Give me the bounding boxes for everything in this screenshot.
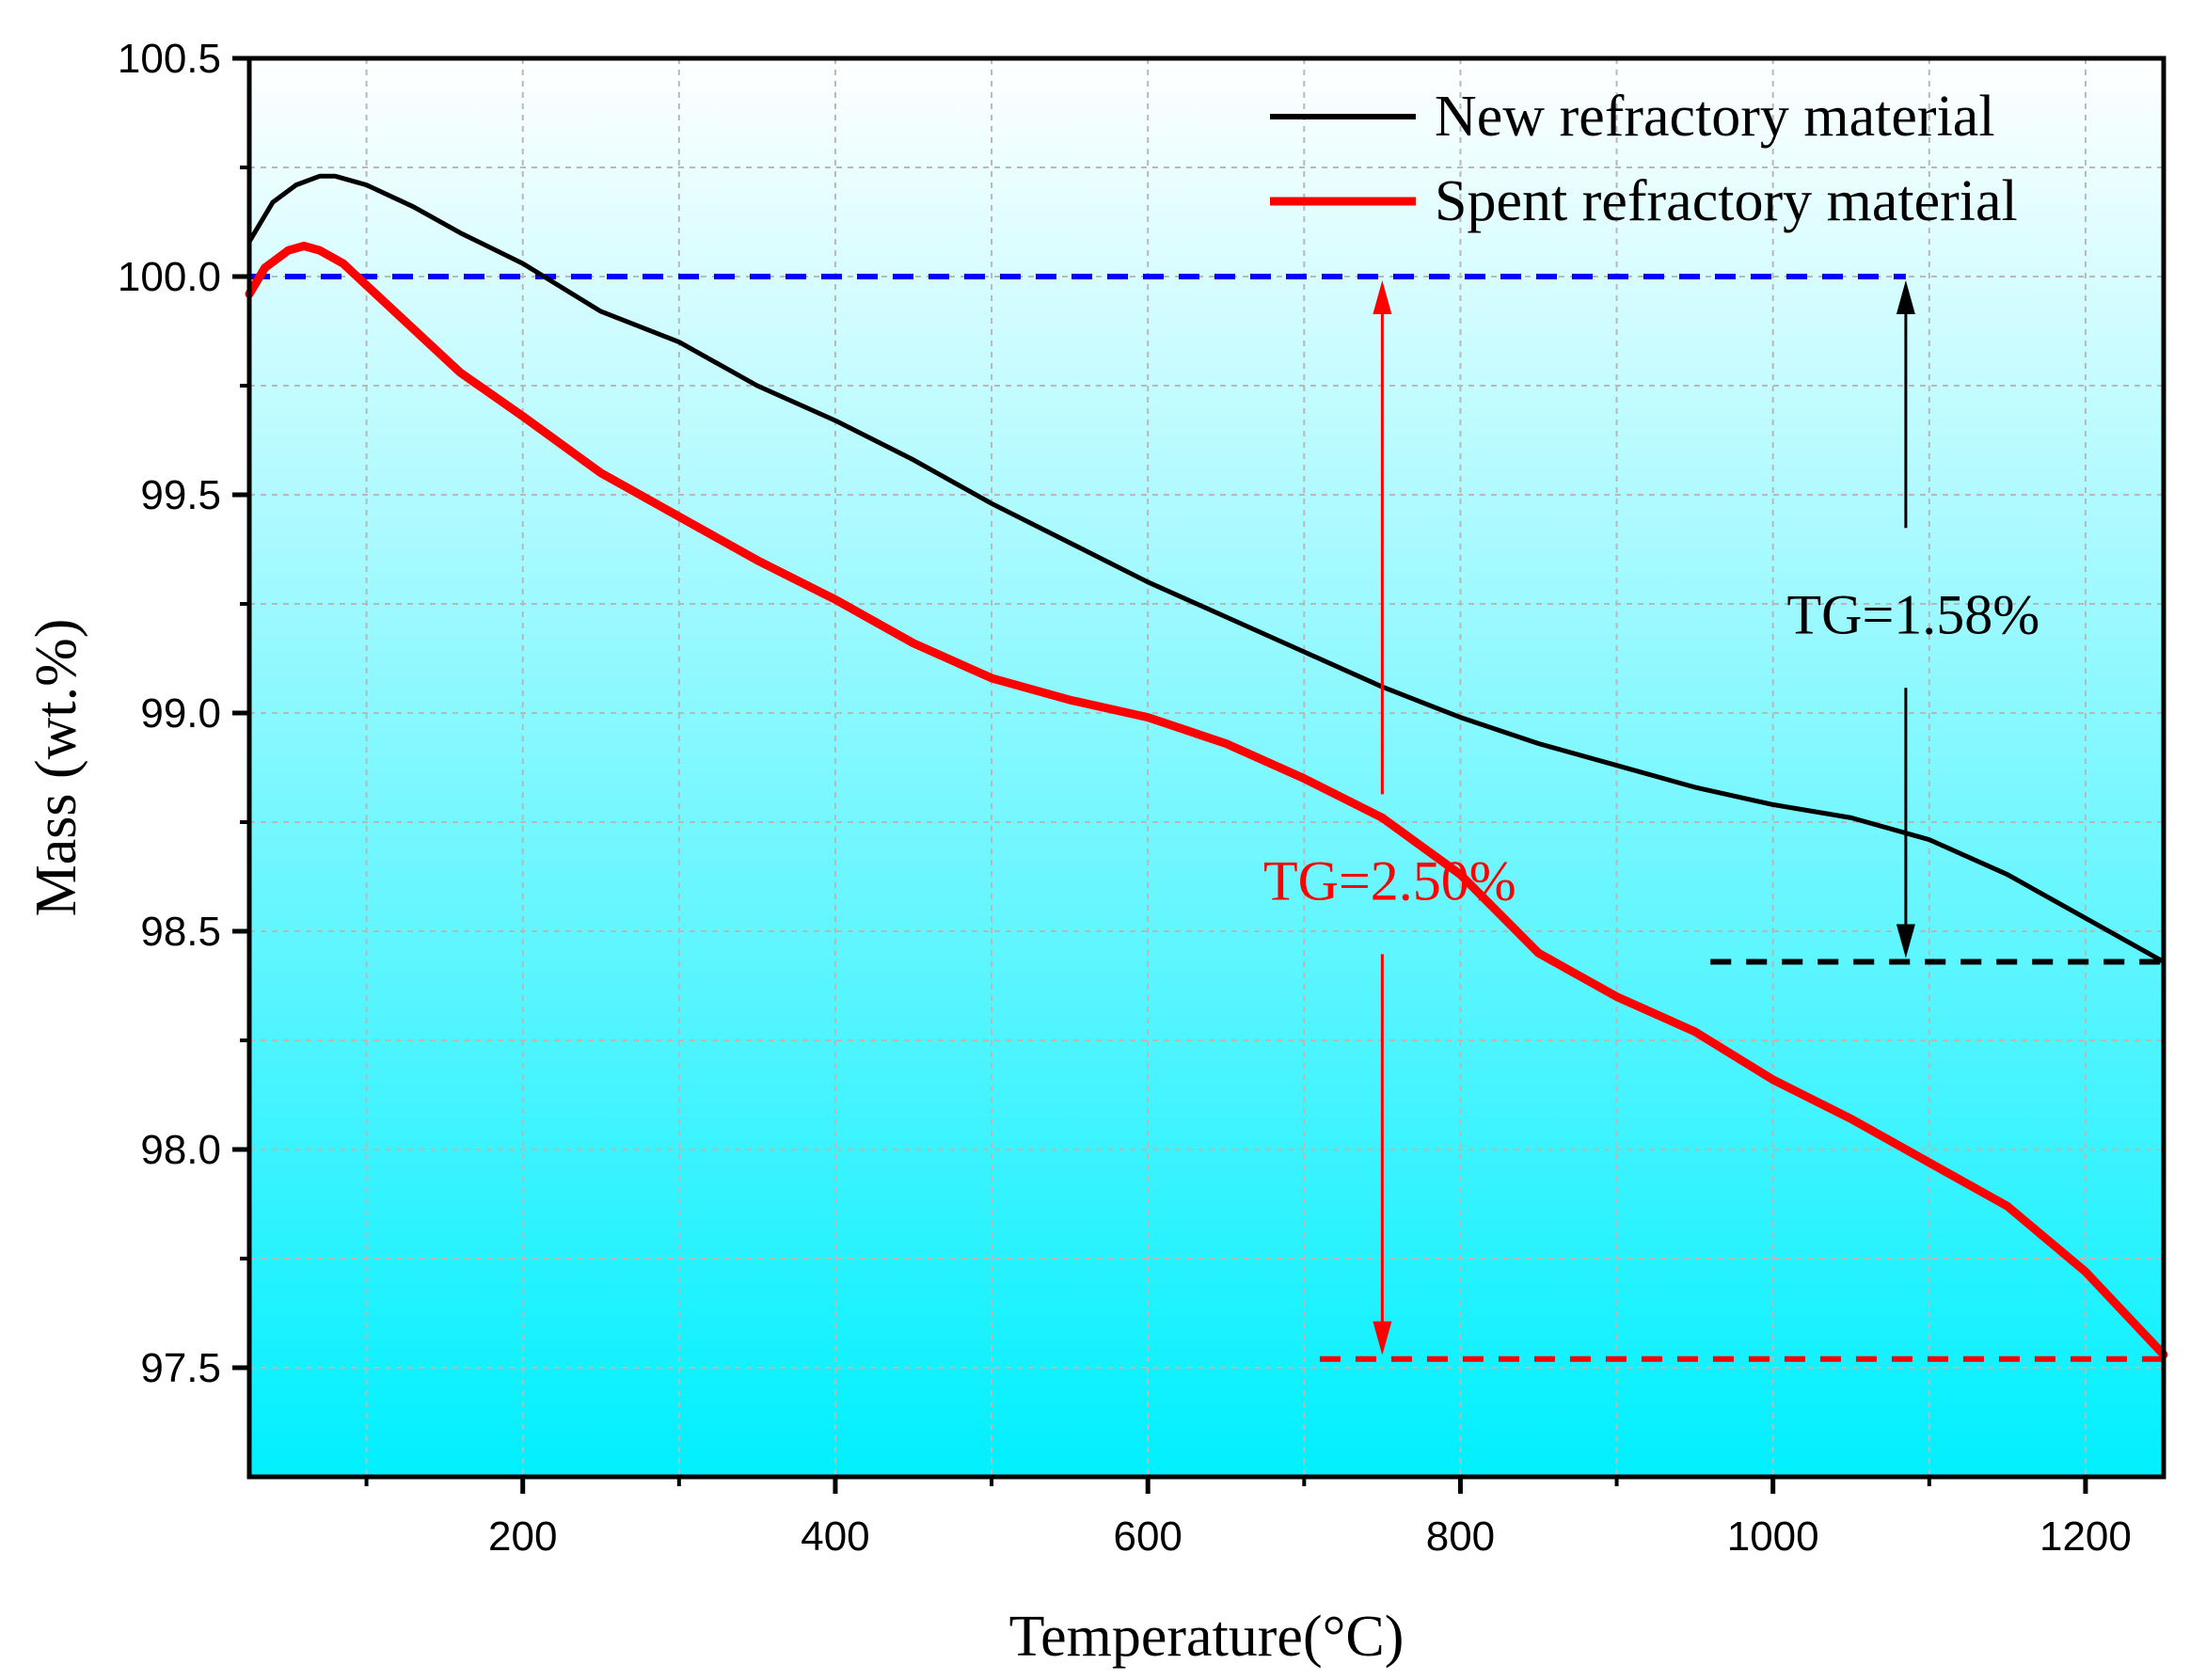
x-tick-label: 1200 [2039,1514,2132,1560]
grid [249,58,2164,1477]
x-tick-label: 400 [801,1514,869,1560]
y-tick-label: 99.5 [140,472,221,518]
x-tick-label: 1000 [1727,1514,1819,1560]
annotations: TG=1.58% TG=2.50% [1263,280,2039,1355]
legend-label: Spent refractory material [1435,169,2018,233]
y-tick-label: 100.5 [118,36,221,82]
legend: New refractory material Spent refractory … [1270,85,2018,233]
y-tick-label: 98.0 [140,1127,221,1173]
annotation-label: TG=2.50% [1263,849,1516,911]
x-tick-label: 200 [488,1514,557,1560]
x-axis-label: Temperature(°C) [1009,1605,1404,1669]
arrowhead-up [1373,280,1392,314]
reference-lines [249,274,2164,1362]
y-tick-label: 97.5 [140,1345,221,1391]
arrowhead-down [1896,924,1915,959]
arrowhead-up [1896,280,1915,314]
y-tick-label: 98.5 [140,909,221,955]
series-line [245,242,2168,1359]
series-lines [245,173,2168,1359]
axis-ticks: 200 400 600 800 1000 1200 97.5 98.0 98.5 99.0 99.5… [118,36,2132,1560]
arrowhead-down [1373,1321,1392,1355]
y-tick-label: 100.0 [118,254,221,300]
plot-frame [246,55,2166,1480]
plot-background [249,58,2164,1477]
annotation-label: TG=1.58% [1786,583,2039,645]
legend-label: New refractory material [1435,85,1995,149]
y-axis-label: Mass (wt.%) [24,619,88,917]
y-tick-label: 99.0 [140,690,221,737]
x-tick-label: 600 [1113,1514,1182,1560]
series-line [246,173,2166,964]
x-tick-label: 800 [1426,1514,1495,1560]
